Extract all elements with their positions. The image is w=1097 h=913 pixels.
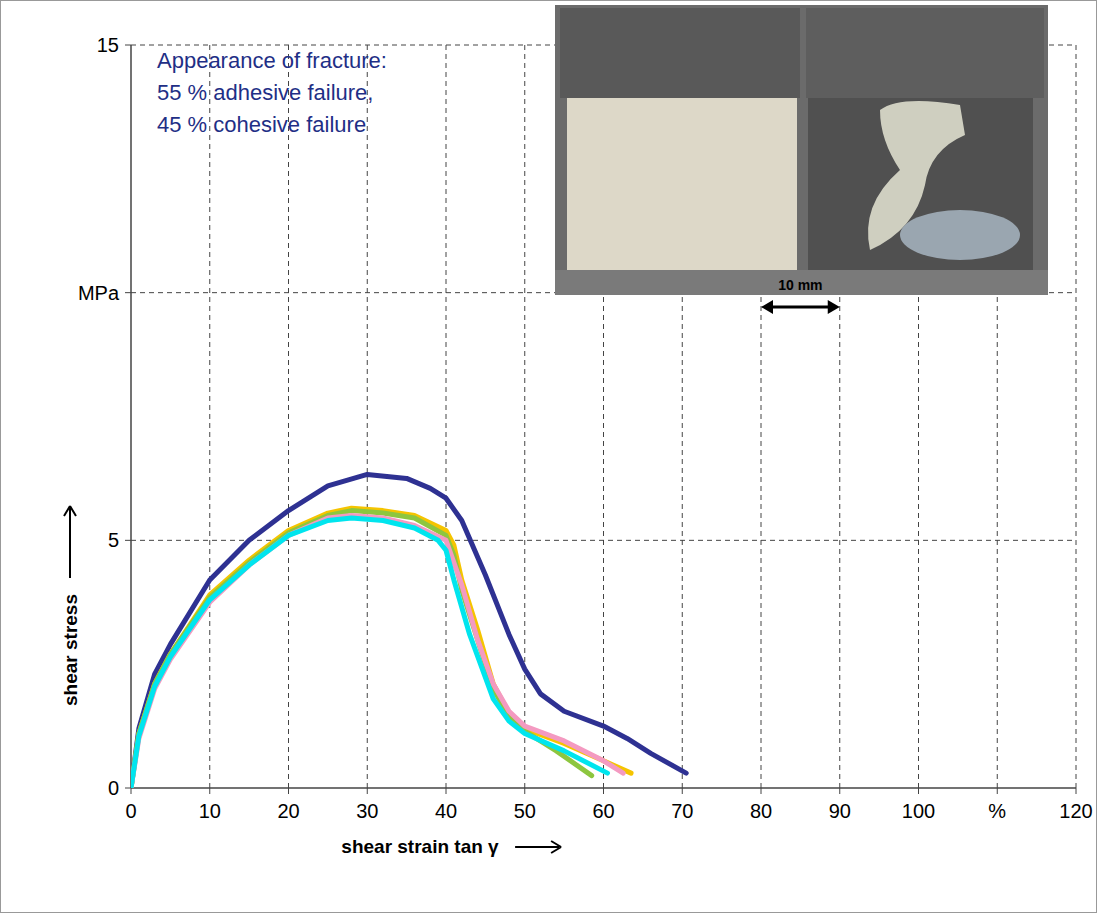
- tick: [603, 788, 604, 794]
- tick: [997, 788, 998, 794]
- x-tick-label: 10: [199, 800, 221, 822]
- tick: [125, 540, 131, 541]
- y-title-arrow: [69, 508, 71, 578]
- x-tick-label: 70: [671, 800, 693, 822]
- y-tick-label: 15: [97, 34, 119, 56]
- x-tick-label: %: [988, 800, 1006, 822]
- x-tick-label: 90: [829, 800, 851, 822]
- series-line: [131, 516, 623, 788]
- x-tick-label: 60: [592, 800, 614, 822]
- x-title-arrow: [515, 846, 559, 848]
- grid-line: [446, 45, 447, 788]
- x-title-arrow: [551, 841, 561, 853]
- tick: [682, 788, 683, 794]
- grid-line: [1076, 45, 1077, 788]
- outer-border: [1, 1, 1097, 913]
- tick: [125, 788, 131, 789]
- annotation: Appearance of fracture:: [157, 48, 387, 73]
- tick: [761, 788, 762, 794]
- scale-label: 10 mm: [778, 277, 822, 293]
- scale-arrow: [828, 300, 840, 314]
- tick: [288, 788, 289, 794]
- series-line: [131, 474, 686, 788]
- x-tick-label: 20: [277, 800, 299, 822]
- tick: [918, 788, 919, 794]
- annotation: 45 % cohesive failure: [157, 112, 366, 137]
- tick: [367, 788, 368, 794]
- x-tick-label: 100: [902, 800, 935, 822]
- lines: [131, 474, 686, 788]
- annotation: 55 % adhesive failure,: [157, 80, 373, 105]
- tick: [524, 788, 525, 794]
- grid-line: [367, 45, 368, 788]
- grid-line: [288, 45, 289, 788]
- chart: 0 10 20 30 40 50 60 70 80 90 100% 120 0 5 MPa 15 10 mm Ap…: [0, 0, 1097, 913]
- photo-patch: [900, 210, 1020, 260]
- photo-adhesive: [567, 98, 797, 270]
- photo-base: [555, 270, 1048, 295]
- y-tick-label: 5: [108, 529, 119, 551]
- x-tick-label: 0: [125, 800, 136, 822]
- y-tick-label: MPa: [78, 282, 120, 304]
- fracture-photo: [555, 5, 1048, 295]
- photo-block: [806, 8, 1044, 98]
- photo-bg: [555, 5, 1048, 295]
- x-axis: [131, 787, 1076, 789]
- tick: [839, 788, 840, 794]
- x-tick-label: 30: [356, 800, 378, 822]
- x-axis-title: shear strain tan γ: [341, 836, 499, 857]
- series-line: [131, 508, 631, 788]
- y-axis-title: shear stress: [60, 594, 81, 706]
- photo-cohesive: [808, 98, 1033, 270]
- x-tick-label: 80: [750, 800, 772, 822]
- y-tick-label: 0: [108, 777, 119, 799]
- tick: [131, 788, 132, 794]
- tick: [209, 788, 210, 794]
- series-line: [131, 511, 592, 788]
- y-title-arrow: [64, 506, 76, 516]
- scale-bar: [765, 306, 836, 309]
- photo-block: [560, 8, 800, 98]
- series-line: [131, 518, 607, 788]
- x-tick-label: 120: [1059, 800, 1092, 822]
- tick: [125, 292, 131, 293]
- grid-line: [209, 45, 210, 788]
- tick: [446, 788, 447, 794]
- x-tick-label: 40: [435, 800, 457, 822]
- tick: [1076, 788, 1077, 794]
- tick: [125, 45, 131, 46]
- scale-arrow: [761, 300, 773, 314]
- y-axis: [130, 45, 132, 788]
- grid-line: [524, 45, 525, 788]
- x-tick-label: 50: [514, 800, 536, 822]
